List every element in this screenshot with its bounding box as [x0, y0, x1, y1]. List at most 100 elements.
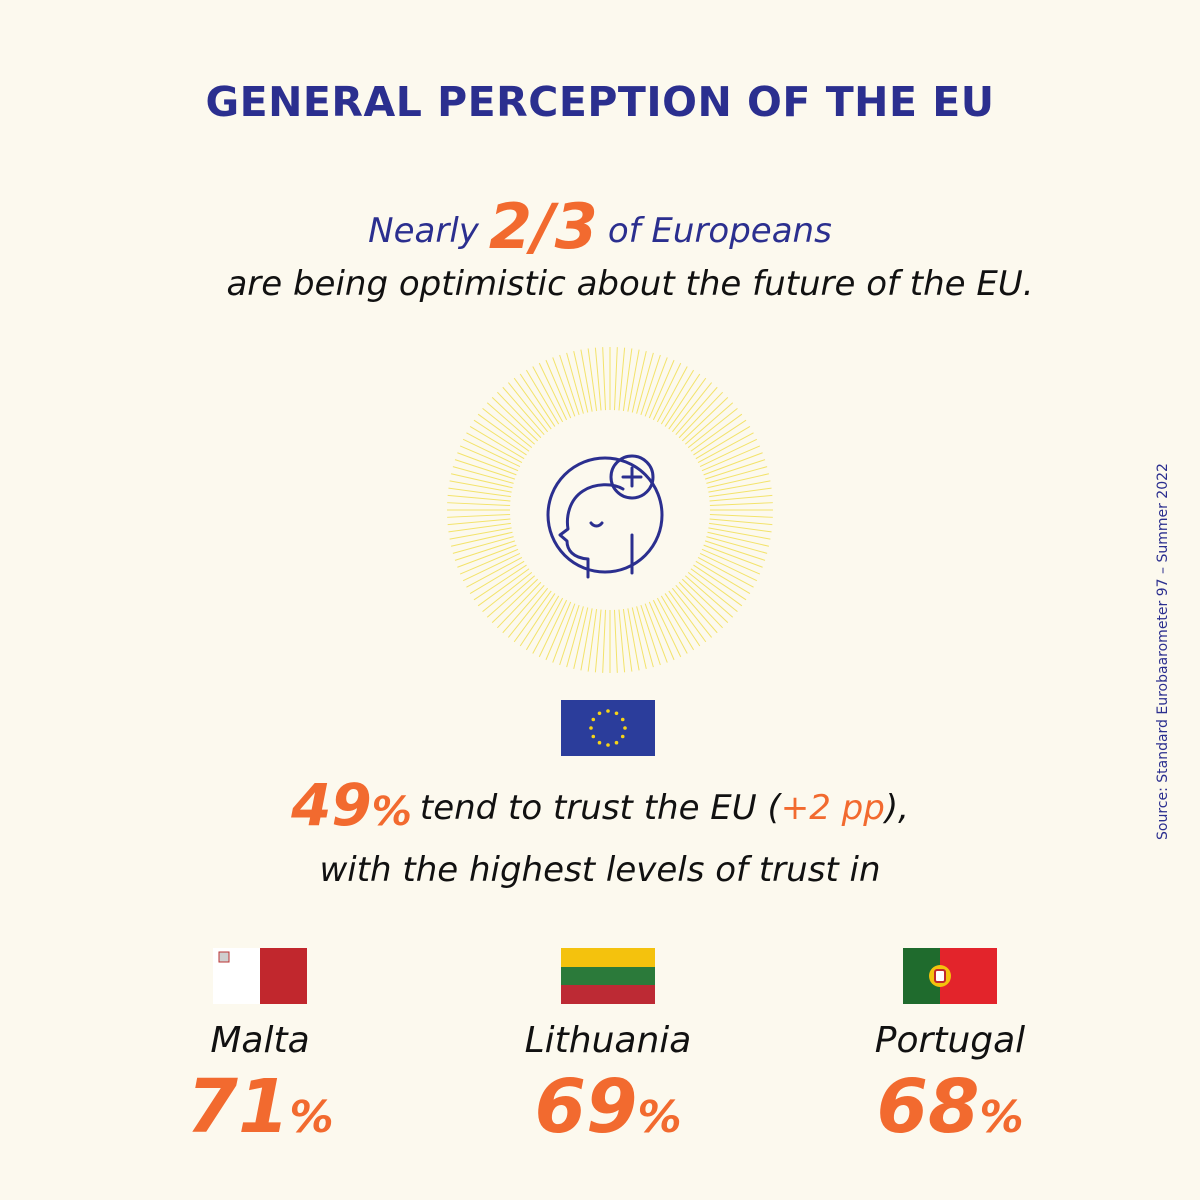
headline-line2: are being optimistic about the future of… [226, 264, 1034, 304]
sun-ray [587, 348, 598, 411]
sun-ray [486, 402, 536, 445]
sun-ray [664, 593, 701, 647]
sun-ray [660, 595, 695, 651]
lithuania-flag-icon [561, 948, 655, 1004]
sun-ray [469, 560, 525, 595]
sun-ray [513, 377, 552, 430]
sun-ray [602, 347, 607, 411]
sun-ray [482, 407, 533, 449]
sun-ray [708, 480, 771, 493]
sun-ray [482, 571, 533, 613]
sun-ray [660, 369, 695, 425]
sun-ray [559, 604, 580, 666]
sun-ray [507, 587, 549, 638]
sun-ray [648, 601, 675, 661]
sun-ray [668, 590, 707, 643]
headline: Nearly 2/3 of Europeans [0, 196, 1200, 258]
malta-flag-icon [213, 948, 307, 1004]
sun-ray [618, 609, 626, 673]
country-value-malta: 71% [186, 1064, 334, 1150]
country-name-malta: Malta [210, 1020, 310, 1061]
sun-ray [519, 593, 556, 647]
sun-ray [496, 391, 542, 439]
sun-ray [525, 595, 560, 651]
sun-rays-graphic [447, 347, 773, 673]
sun-ray [580, 608, 593, 671]
sun-ray [491, 396, 539, 442]
eu-star [614, 711, 619, 716]
sun-ray [699, 438, 758, 468]
sun-ray [491, 578, 539, 624]
sun-ray [459, 445, 519, 472]
sun-ray [448, 487, 511, 498]
sun-ray [699, 552, 758, 582]
sun-ray [587, 609, 598, 672]
sun-ray [452, 466, 514, 484]
sun-ray [602, 609, 607, 673]
sun-ray [709, 513, 773, 518]
sun-ray [703, 452, 763, 476]
sun-ray [681, 396, 729, 442]
sun-ray [486, 575, 536, 618]
sun-ray [631, 350, 647, 413]
sun-ray [707, 473, 770, 489]
sun-ray [627, 349, 640, 412]
eu-star [591, 734, 596, 739]
trust-text: tend to trust the EU ( [419, 788, 781, 828]
sun-ray [613, 609, 618, 673]
trust-close: ), [884, 788, 909, 828]
sun-ray [690, 413, 743, 452]
trust-statement: 49% tend to trust the EU (+2 pp), [0, 776, 1200, 834]
sun-ray [545, 601, 572, 661]
sun-ray [594, 609, 602, 673]
sun-ray [622, 609, 633, 672]
sun-ray [671, 382, 713, 433]
sun-ray [640, 354, 661, 416]
sun-ray [513, 590, 552, 643]
sun-ray [462, 552, 521, 582]
sun-ray [618, 347, 626, 411]
headline-suffix: of Europeans [607, 211, 832, 251]
sun-ray [502, 584, 545, 634]
sun-ray [496, 581, 542, 629]
sun-ray [566, 606, 584, 668]
sun-ray [697, 556, 754, 588]
sun-ray [701, 445, 761, 472]
eu-star [620, 734, 625, 739]
sun-ray [652, 362, 682, 421]
page-title: GENERAL PERCEPTION OF THE EU [205, 78, 995, 126]
sun-ray [466, 556, 523, 588]
sun-ray [636, 606, 654, 668]
sun-ray [636, 352, 654, 414]
sun-ray [466, 432, 523, 464]
sun-ray [627, 608, 640, 671]
sun-ray [552, 603, 576, 663]
sun-ray [507, 382, 549, 433]
eu-star [606, 709, 610, 713]
sun-ray [473, 564, 527, 601]
sun-ray [519, 373, 556, 427]
sun-ray [457, 544, 517, 568]
sun-ray [450, 473, 513, 489]
sun-ray [709, 487, 772, 498]
sun-ray [449, 527, 512, 540]
sun-ray [703, 544, 763, 568]
sun-ray [559, 354, 580, 416]
sun-ray [449, 480, 512, 493]
sun-ray [477, 568, 530, 607]
sun-ray [668, 377, 707, 430]
sun-ray [538, 362, 568, 421]
sun-ray [675, 584, 718, 634]
sun-ray [684, 575, 734, 618]
sun-ray [697, 432, 754, 464]
sun-ray [454, 459, 516, 480]
sun-ray [454, 540, 516, 561]
sun-ray [695, 425, 751, 460]
sun-ray [457, 452, 517, 476]
portugal-flag-icon [903, 948, 997, 1004]
sun-ray [473, 419, 527, 456]
sun-ray [652, 599, 682, 658]
eu-star [620, 717, 625, 722]
sun-ray [644, 603, 668, 663]
sun-ray [681, 578, 729, 624]
